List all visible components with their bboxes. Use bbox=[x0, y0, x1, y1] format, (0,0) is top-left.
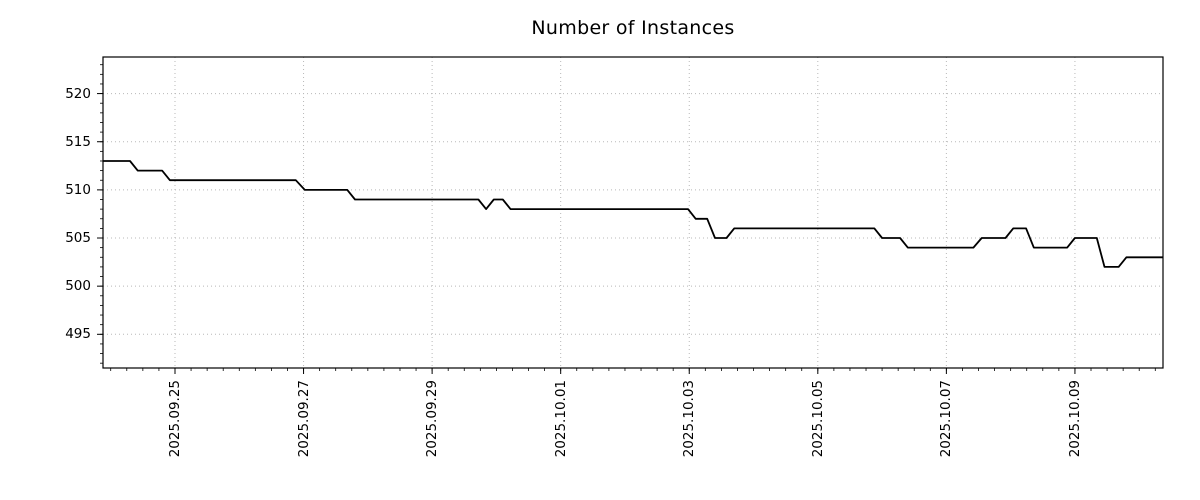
y-tick-label: 495 bbox=[65, 326, 91, 343]
x-tick-label: 2025.10.03 bbox=[681, 380, 698, 458]
y-tick-label: 520 bbox=[65, 85, 91, 102]
series-line-instances bbox=[103, 160, 1163, 268]
y-tick-label: 500 bbox=[65, 278, 91, 295]
x-tick-label: 2025.10.09 bbox=[1066, 380, 1083, 458]
chart-title: Number of Instances bbox=[531, 17, 735, 39]
x-tick-label: 2025.09.27 bbox=[295, 380, 312, 458]
x-tick-label: 2025.10.05 bbox=[809, 380, 826, 458]
x-tick-label: 2025.10.07 bbox=[938, 380, 955, 458]
x-tick-label: 2025.09.29 bbox=[424, 380, 441, 458]
y-tick-label: 505 bbox=[65, 230, 91, 246]
y-tick-label: 510 bbox=[65, 181, 91, 198]
x-tick-label: 2025.10.01 bbox=[552, 380, 569, 458]
x-tick-label: 2025.09.25 bbox=[166, 380, 183, 458]
y-tick-label: 515 bbox=[65, 133, 91, 150]
